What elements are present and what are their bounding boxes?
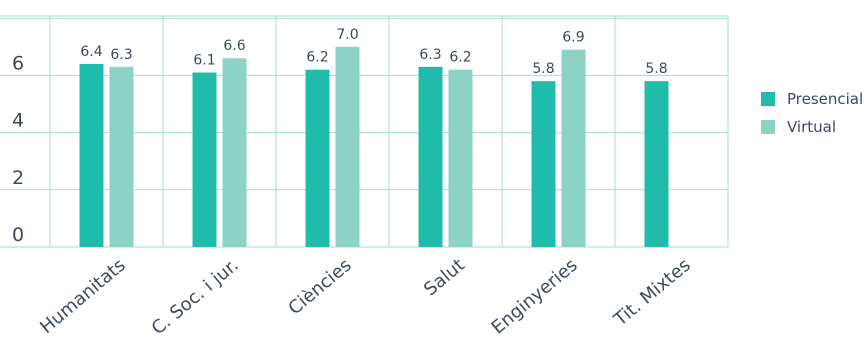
y-tick-label: 0 (12, 224, 24, 246)
bar-presencial (79, 63, 104, 248)
bar-virtual (109, 66, 134, 247)
bar-presencial (305, 69, 330, 248)
data-label: 5.8 (645, 61, 667, 77)
data-label: 6.1 (193, 53, 215, 69)
data-label: 7.0 (336, 27, 358, 43)
data-label: 6.4 (80, 44, 102, 60)
bar-presencial (192, 72, 217, 247)
bar-virtual (448, 69, 473, 248)
bar-virtual (561, 49, 586, 247)
bar-virtual (222, 58, 247, 247)
bar-presencial (644, 81, 669, 248)
x-category-label: Enginyeries (488, 255, 582, 339)
legend-item-presencial: Presencial (761, 88, 863, 110)
bar-virtual (335, 46, 360, 247)
data-label: 6.2 (306, 50, 328, 66)
legend-label-presencial: Presencial (787, 90, 864, 108)
bar-presencial (418, 66, 443, 247)
data-label: 6.3 (419, 47, 441, 63)
x-axis-labels: Humanitats C. Soc. i jur. Ciències Salut Eng… (36, 255, 695, 339)
x-category-label: Ciències (284, 255, 355, 320)
y-axis-ticks: 0 2 4 6 (12, 52, 24, 246)
legend-item-virtual: Virtual (761, 116, 863, 138)
data-labels: 6.4 6.3 6.1 6.6 6.2 7.0 6.3 6.2 5.8 6.9 5.8 (80, 27, 667, 77)
data-label: 6.2 (449, 50, 471, 66)
bars (79, 46, 669, 248)
y-tick-label: 4 (12, 110, 24, 132)
legend-swatch-virtual (761, 120, 775, 134)
bar-presencial (531, 81, 556, 248)
y-tick-label: 6 (12, 52, 24, 74)
grid (0, 15, 729, 248)
y-tick-label: 2 (12, 167, 24, 189)
legend-swatch-presencial (761, 92, 775, 106)
legend: Presencial Virtual (761, 88, 863, 144)
legend-label-virtual: Virtual (787, 118, 837, 136)
x-category-label: Tit. Mixtes (609, 255, 694, 331)
x-category-label: Salut (420, 255, 469, 301)
x-category-label: C. Soc. i jur. (148, 255, 243, 339)
data-label: 6.6 (223, 38, 245, 54)
data-label: 6.3 (110, 47, 132, 63)
data-label: 5.8 (532, 61, 554, 77)
x-category-label: Humanitats (36, 255, 130, 338)
data-label: 6.9 (562, 30, 584, 46)
